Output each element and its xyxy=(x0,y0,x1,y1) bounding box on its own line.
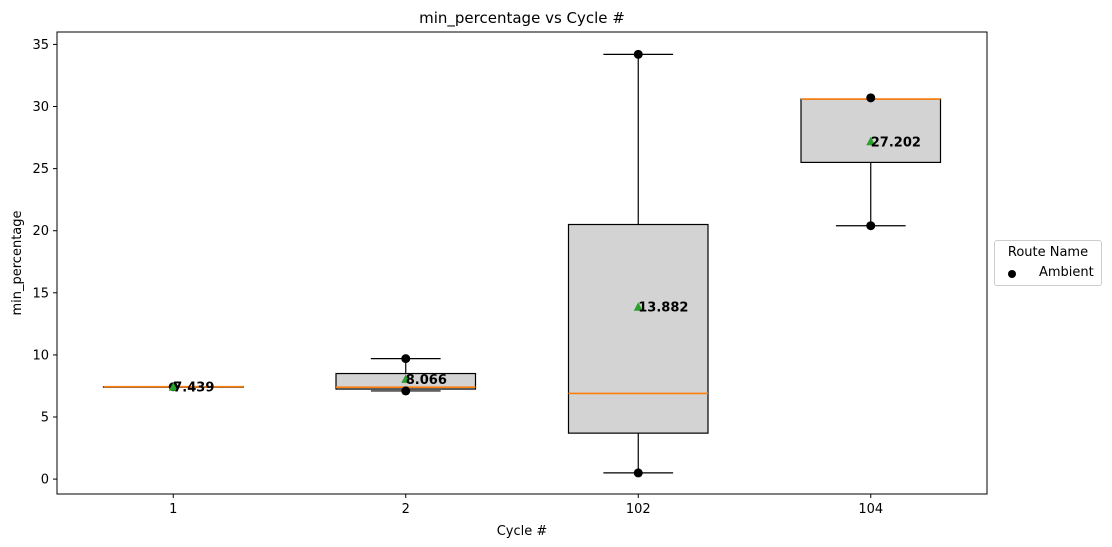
box-iqr xyxy=(567,223,709,434)
x-tick-label: 2 xyxy=(402,502,410,517)
mean-label: 7.439 xyxy=(173,381,214,396)
y-tick-label: 10 xyxy=(32,348,49,363)
data-point xyxy=(401,354,411,364)
chart-title: min_percentage vs Cycle # xyxy=(419,9,625,28)
y-tick-label: 15 xyxy=(32,286,49,301)
y-tick-label: 30 xyxy=(32,100,49,115)
legend-title: Route Name xyxy=(1007,245,1089,260)
data-point xyxy=(633,468,643,478)
mean-marker xyxy=(401,374,411,383)
x-tick-label: 102 xyxy=(626,502,651,517)
data-point xyxy=(866,93,876,103)
x-axis: 1 2 102 104 xyxy=(169,494,883,517)
legend-label: Ambient xyxy=(1039,265,1094,280)
box-group: 27.202 xyxy=(800,93,942,231)
mean-label: 13.882 xyxy=(638,301,688,316)
y-tick-label: 5 xyxy=(41,411,49,426)
mean-label: 8.066 xyxy=(406,373,447,388)
box-group: 7.439 xyxy=(102,381,244,396)
mean-marker xyxy=(168,382,178,391)
plot-area xyxy=(56,31,988,495)
mean-marker xyxy=(633,302,643,311)
legend: Route Name Ambient xyxy=(994,240,1102,286)
mean-label: 27.202 xyxy=(871,135,921,150)
x-tick-label: 1 xyxy=(169,502,177,517)
y-tick-label: 35 xyxy=(32,38,49,53)
data-point xyxy=(401,386,411,396)
y-tick-label: 20 xyxy=(32,224,49,239)
box-group: 13.882 xyxy=(567,49,709,478)
y-tick-label: 0 xyxy=(41,473,49,488)
box-group: 8.066 xyxy=(335,354,477,396)
legend-marker-icon xyxy=(1008,270,1016,278)
y-tick-label: 25 xyxy=(32,162,49,177)
y-axis: 0 5 10 15 20 25 30 35 xyxy=(32,38,57,488)
box-iqr xyxy=(800,98,942,164)
mean-marker xyxy=(866,136,876,146)
legend-entry: Ambient xyxy=(995,265,1101,283)
y-axis-label: min_percentage xyxy=(10,210,25,315)
data-point xyxy=(866,221,876,231)
x-tick-label: 104 xyxy=(858,502,883,517)
x-axis-label: Cycle # xyxy=(497,524,548,539)
data-point xyxy=(633,49,643,59)
box-series: 7.439 8.066 13.882 27.202 xyxy=(102,49,942,478)
